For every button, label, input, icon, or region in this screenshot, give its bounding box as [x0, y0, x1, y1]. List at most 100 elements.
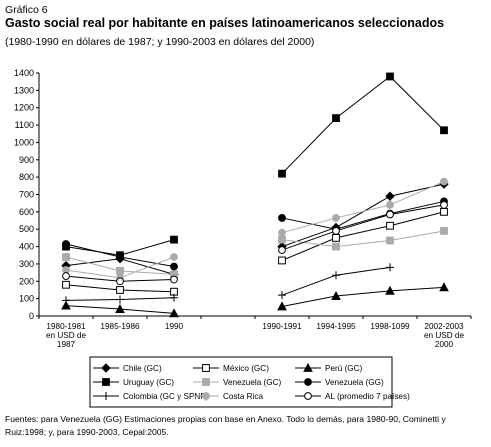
data-point-peru-gc: [331, 290, 341, 300]
data-point-uruguay-gc: [332, 114, 340, 123]
series-line-uruguay-gc: [281, 75, 445, 175]
y-tick-label: 600: [19, 207, 34, 217]
data-point-costa-rica: [440, 177, 448, 186]
data-point-al-promedio-7-paises: [116, 277, 124, 286]
data-point-chile-gc: [385, 191, 395, 201]
y-tick-label: 800: [19, 172, 34, 182]
data-point-venezuela-gc: [62, 253, 70, 261]
x-tick-label: 1990-1991: [262, 322, 302, 331]
x-tick-label: en USD de: [46, 331, 86, 340]
data-point-venezuela-gc: [440, 227, 448, 235]
series-line-mexico-gc: [281, 211, 445, 261]
legend-label-venezuela-gg: Venezuela (GG): [325, 378, 384, 387]
data-point-colombia-gc-y-spnf: [170, 293, 178, 302]
data-point-venezuela-gg: [170, 262, 178, 271]
chart-subtitle: (1980-1990 en dólares de 1987; y 1990-20…: [5, 36, 315, 48]
data-point-colombia-gc-y-spnf: [116, 295, 124, 304]
data-point-venezuela-gg: [62, 240, 70, 248]
data-point-uruguay-gc: [386, 72, 394, 81]
line-chart: 0 100 200 300 400 500 600 700 800 900 1000 1100 1200…: [14, 68, 472, 408]
data-point-venezuela-gc: [332, 242, 340, 251]
legend-label-mexico-gc: México (GC): [223, 364, 269, 373]
data-point-al-promedio-7-paises: [386, 210, 394, 219]
legend-label-colombia-gc-y-spnf: Colombia (GC y SPNF): [123, 392, 208, 401]
y-tick-label: 1300: [14, 85, 34, 95]
figure-label: Gráfico 6: [5, 4, 48, 16]
series-line-chile-gc: [281, 183, 445, 248]
data-point-venezuela-gg: [278, 214, 286, 222]
series-line-costa-rica: [281, 181, 445, 234]
data-point-venezuela-gg: [116, 253, 124, 261]
y-tick-label: 700: [19, 190, 34, 200]
data-point-uruguay-gc: [440, 126, 448, 135]
legend-marker-venezuela-gg: [304, 378, 312, 386]
x-tick-label: 1980-1981: [46, 322, 86, 331]
legend-marker-uruguay-gc: [102, 378, 110, 386]
y-tick-label: 300: [19, 259, 34, 269]
data-point-mexico-gc: [386, 221, 394, 230]
legend-label-peru-gc: Perú (GC): [325, 364, 363, 373]
y-tick-label: 1100: [15, 120, 34, 130]
data-point-colombia-gc-y-spnf: [386, 263, 394, 272]
legend-label-uruguay-gc: Uruguay (GC): [123, 378, 174, 387]
legend-marker-chile-gc: [101, 363, 111, 373]
y-tick-label: 1400: [14, 68, 34, 78]
legend-label-al-promedio-7-paises: AL (promedio 7 países): [325, 392, 410, 401]
data-point-mexico-gc: [332, 233, 340, 242]
legend-marker-mexico-gc: [202, 364, 210, 372]
x-tick-label: 1998-1099: [370, 322, 410, 331]
series-line-al-promedio-7-paises: [281, 204, 445, 251]
chart-title: Gasto social real por habitante en paíse…: [5, 16, 445, 30]
data-point-peru-gc: [385, 285, 395, 295]
y-tick-label: 200: [19, 276, 34, 286]
legend-marker-colombia-gc-y-spnf: [102, 392, 110, 400]
y-tick-label: 1200: [14, 103, 34, 113]
data-point-costa-rica: [332, 214, 340, 222]
data-point-al-promedio-7-paises: [170, 275, 178, 284]
data-point-colombia-gc-y-spnf: [62, 296, 70, 305]
x-tick-label: 2000: [435, 340, 454, 349]
data-point-colombia-gc-y-spnf: [332, 271, 340, 280]
legend: [89, 356, 393, 408]
data-point-al-promedio-7-paises: [278, 246, 286, 254]
legend-label-venezuela-gc: Venezuela (GC): [223, 378, 282, 387]
data-point-mexico-gc: [440, 207, 448, 216]
data-point-uruguay-gc: [278, 169, 286, 178]
data-point-mexico-gc: [116, 286, 124, 294]
x-tick-label: 1994-1995: [316, 322, 356, 331]
data-point-peru-gc: [61, 300, 71, 310]
legend-marker-costa-rica: [202, 392, 210, 400]
data-point-al-promedio-7-paises: [440, 201, 448, 209]
data-point-uruguay-gc: [170, 235, 178, 244]
data-point-venezuela-gc: [386, 236, 394, 245]
series-line-venezuela-gc: [281, 230, 445, 248]
data-point-costa-rica: [386, 201, 394, 209]
data-point-peru-gc: [439, 282, 449, 292]
y-tick-label: 0: [29, 311, 34, 321]
source-note: Fuentes: para Venezuela (GG) Estimacione…: [5, 414, 446, 437]
legend-label-chile-gc: Chile (GC): [123, 364, 162, 373]
legend-marker-al-promedio-7-paises: [304, 392, 312, 400]
y-tick-label: 900: [19, 155, 34, 165]
legend-marker-peru-gc: [303, 362, 313, 372]
data-point-mexico-gc: [62, 280, 70, 289]
y-tick-label: 500: [19, 224, 34, 234]
data-point-peru-gc: [277, 301, 287, 311]
y-tick-label: 100: [19, 294, 34, 304]
x-tick-label: 1990: [165, 322, 184, 331]
data-point-colombia-gc-y-spnf: [278, 291, 286, 300]
x-tick-label: 1987: [57, 340, 76, 349]
y-tick-label: 400: [19, 242, 34, 252]
data-point-peru-gc: [169, 308, 179, 318]
x-tick-label: 2002-2003: [424, 322, 464, 331]
x-tick-label: en USD de: [424, 331, 464, 340]
y-tick-label: 1000: [14, 137, 34, 147]
series-line-peru-gc: [281, 286, 445, 307]
data-point-costa-rica: [170, 253, 178, 261]
data-point-al-promedio-7-paises: [62, 272, 70, 280]
data-point-mexico-gc: [278, 256, 286, 265]
data-point-peru-gc: [115, 304, 125, 313]
data-point-venezuela-gc: [116, 266, 124, 275]
legend-label-costa-rica: Costa Rica: [223, 392, 263, 401]
legend-marker-venezuela-gc: [202, 378, 210, 386]
